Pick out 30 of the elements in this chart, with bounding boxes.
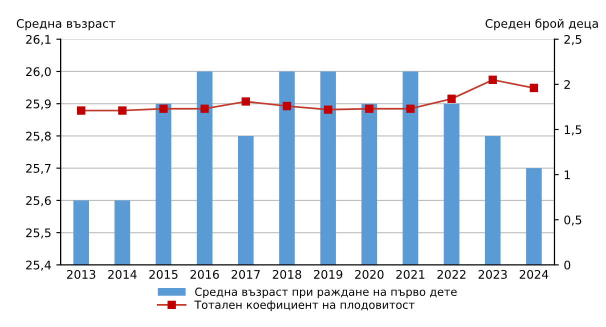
y-tick-label: 25,4 [26,260,51,271]
y-tick-label: 25,7 [26,164,51,174]
y2-tick-label: 0,5 [564,215,582,226]
y2-axis-title: Среден брой деца [486,18,598,30]
x-tick-label: 2014 [108,270,137,279]
x-tick-label: 2024 [520,270,548,279]
x-tick-label: 2022 [437,270,466,279]
x-tick-label: 2015 [149,270,178,279]
y-tick-label: 26,1 [26,34,50,46]
y-axis-title: Средна възраст [16,19,116,30]
x-tick-label: 2019 [314,270,342,279]
y2-tick-label: 2,5 [564,34,582,46]
y2-tick-label: 2 [564,80,570,89]
x-tick-label: 2020 [355,270,384,279]
y2-tick-label: 1 [564,170,570,180]
x-tick-label: 2017 [232,270,260,279]
y2-tick-label: 1,5 [564,125,582,136]
x-tick-label: 2013 [67,270,96,279]
y-tick-label: 25,9 [26,99,51,110]
x-tick-label: 2021 [396,270,424,279]
legend-label: Средна възраст при раждане на първо дете [195,288,457,298]
y-tick-label: 25,8 [26,132,51,142]
y2-tick-label: 0 [564,260,570,270]
x-tick-label: 2018 [272,270,302,279]
y-tick-label: 25,5 [26,228,51,238]
x-tick-label: 2016 [190,270,219,279]
legend-label: Тотален коефициент на плодовитост [194,300,415,312]
y-tick-label: 26,0 [26,67,51,78]
y-tick-label: 25,6 [26,196,51,206]
x-tick-label: 2023 [478,270,507,279]
